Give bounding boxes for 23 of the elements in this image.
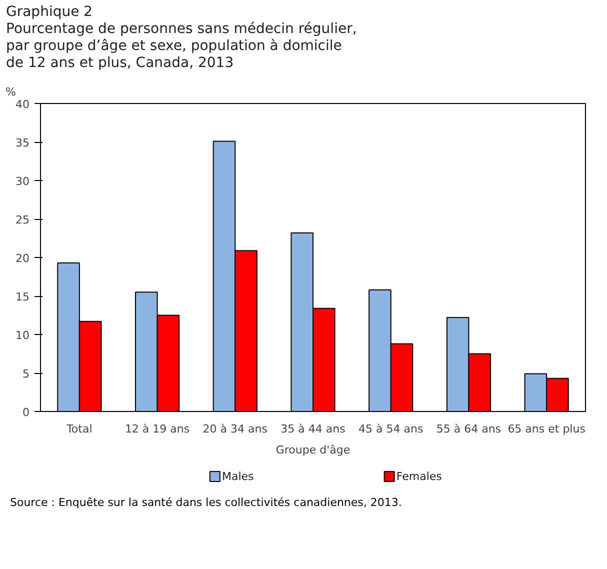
x-tick-label: 20 à 34 ans (202, 422, 268, 436)
legend-label: Males (222, 470, 254, 483)
y-tick-label: 30 (16, 175, 30, 188)
y-tick-label: 10 (16, 329, 30, 342)
chart-subtitle: Pourcentage de personnes sans médecin régulier, par groupe d’âge et sexe, population à domicile de 12 ans et plus, Canada, 2013 (6, 21, 357, 71)
y-tick-label: 35 (16, 136, 30, 150)
x-tick-label: Total (66, 422, 92, 436)
x-axis-title: Groupe d'âge (276, 444, 350, 456)
y-tick-label: 15 (16, 290, 30, 304)
x-tick-label: 45 à 54 ans (358, 422, 424, 436)
x-tick-label: 35 à 44 ans (280, 422, 346, 436)
chart-title: Graphique 2 (6, 4, 93, 20)
y-tick-label: 40 (16, 98, 30, 111)
y-tick-label: 20 (16, 252, 30, 265)
y-tick-label: 25 (16, 214, 30, 226)
x-tick-label: 55 à 64 ans (436, 422, 502, 436)
x-tick-label: 65 ans et plus (508, 422, 586, 436)
legend-label: Females (396, 470, 442, 483)
y-tick-label: 0 (22, 406, 30, 419)
x-tick-label: 12 à 19 ans (124, 422, 190, 436)
y-axis-title: % (6, 86, 16, 98)
source-note: Source : Enquête sur la santé dans les collectivités canadiennes, 2013. (10, 495, 402, 511)
y-tick-label: 5 (22, 368, 30, 380)
